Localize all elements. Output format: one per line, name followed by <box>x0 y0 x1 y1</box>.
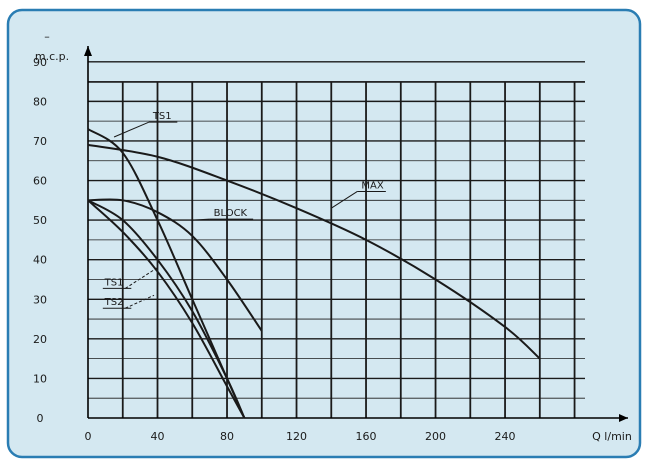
curve-leader-3 <box>125 267 158 289</box>
curve-label-2: MAX <box>361 180 383 191</box>
x-tick-label-0: 0 <box>85 430 92 443</box>
curve-leader-4 <box>125 294 155 309</box>
curve-leader-1 <box>192 218 210 221</box>
y-tick-label-4: 40 <box>33 254 47 267</box>
y-tick-label-3: 30 <box>33 293 47 306</box>
x-tick-label-2: 80 <box>220 430 234 443</box>
curve-label-1: BLOCK <box>214 208 248 219</box>
curve-2 <box>87 198 263 332</box>
y-tick-label-0: 0 <box>37 412 44 425</box>
y-tick-label-6: 60 <box>33 175 47 188</box>
x-tick-label-6: 240 <box>495 430 516 443</box>
grid <box>88 61 585 418</box>
curve-label-4: TS2 <box>104 297 124 308</box>
y-tick-label-9: 90 <box>33 56 47 69</box>
x-axis-arrow <box>619 414 628 422</box>
curve-4 <box>87 199 246 419</box>
chart-panel <box>6 8 642 459</box>
y-tick-label-1: 10 <box>33 372 47 385</box>
y-tick-label-7: 70 <box>33 135 47 148</box>
y-axis-arrow <box>84 46 92 56</box>
y-tick-label-8: 80 <box>33 95 47 108</box>
x-axis-label: Q l/min <box>592 430 632 443</box>
y-axis-label: m.c.p. <box>35 50 69 63</box>
curve-leader-0 <box>113 121 150 138</box>
curve-3 <box>87 199 246 419</box>
curve-leader-2 <box>331 191 358 209</box>
curve-0 <box>87 143 541 360</box>
y-axis-label-top: – <box>44 30 50 43</box>
curves <box>87 128 541 419</box>
x-tick-label-5: 200 <box>425 430 446 443</box>
x-tick-label-3: 120 <box>286 430 307 443</box>
labels: TS1 BLOCK MAX TS1 TS2 <box>102 111 386 309</box>
y-tick-label-5: 50 <box>33 214 47 227</box>
y-tick-label-2: 20 <box>33 333 47 346</box>
x-tick-label-1: 40 <box>151 430 165 443</box>
curve-label-3: TS1 <box>104 277 124 288</box>
curve-label-0: TS1 <box>152 111 172 122</box>
x-tick-label-4: 160 <box>356 430 377 443</box>
axes: 0 40 80 120 160 200 240 0 10 20 30 40 50 60 70 80 90m.c.… <box>33 30 632 443</box>
